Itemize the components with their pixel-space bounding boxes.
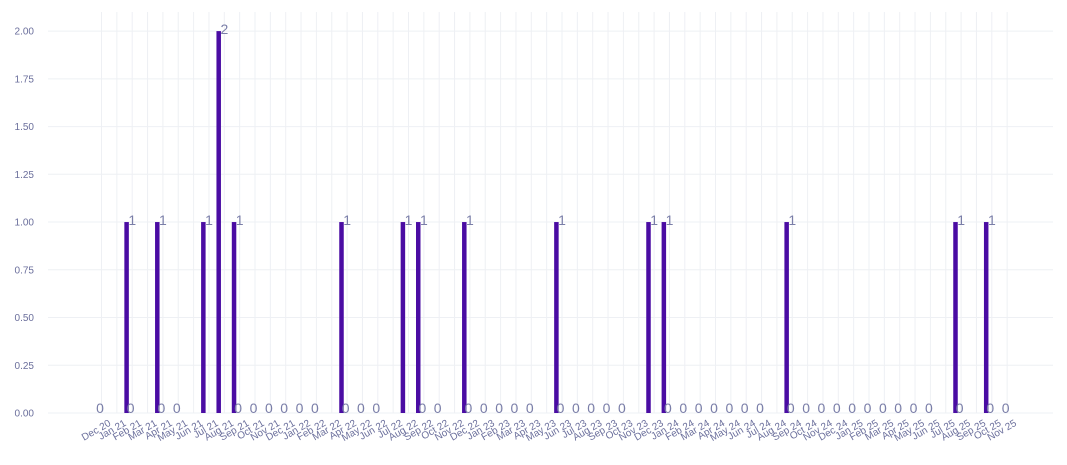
data-label: 0 — [664, 400, 672, 416]
data-label: 0 — [234, 400, 242, 416]
data-label: 1 — [159, 212, 167, 228]
data-label: 0 — [96, 400, 104, 416]
data-label: 0 — [587, 400, 595, 416]
data-label: 1 — [420, 212, 428, 228]
data-label: 1 — [128, 212, 136, 228]
bar — [216, 31, 221, 413]
data-label: 0 — [925, 400, 933, 416]
data-label: 0 — [296, 400, 304, 416]
grid-lines — [48, 12, 1053, 414]
y-tick-label: 0.00 — [15, 409, 35, 420]
data-label: 0 — [495, 400, 503, 416]
data-label: 0 — [679, 400, 687, 416]
bar — [416, 222, 421, 413]
data-label: 0 — [618, 400, 626, 416]
data-label: 0 — [158, 400, 166, 416]
bar — [462, 222, 467, 413]
data-label: 0 — [311, 400, 319, 416]
y-tick-label: 0.75 — [15, 265, 35, 276]
data-label: 0 — [342, 400, 350, 416]
data-label: 1 — [957, 212, 965, 228]
data-label: 2 — [220, 21, 228, 37]
data-label: 0 — [956, 400, 964, 416]
data-label: 0 — [173, 400, 181, 416]
data-label: 0 — [695, 400, 703, 416]
data-label: 0 — [357, 400, 365, 416]
data-label: 1 — [466, 212, 474, 228]
data-label: 0 — [434, 400, 442, 416]
bars — [124, 31, 989, 413]
data-label: 0 — [250, 400, 258, 416]
data-label: 0 — [848, 400, 856, 416]
bar — [661, 222, 667, 413]
data-label: 0 — [986, 400, 994, 416]
data-label: 0 — [265, 400, 273, 416]
y-tick-label: 0.50 — [15, 313, 35, 324]
data-label: 0 — [787, 400, 795, 416]
data-label: 0 — [910, 400, 918, 416]
data-label: 0 — [725, 400, 733, 416]
data-label: 0 — [372, 400, 380, 416]
data-label: 0 — [526, 400, 534, 416]
data-label: 0 — [127, 400, 135, 416]
data-label: 0 — [818, 400, 826, 416]
bar — [231, 222, 237, 413]
bar — [155, 222, 160, 413]
bar — [554, 222, 559, 413]
data-label: 1 — [558, 212, 566, 228]
data-label: 0 — [511, 400, 519, 416]
bar — [400, 222, 406, 413]
data-label: 0 — [894, 400, 902, 416]
data-label: 0 — [280, 400, 288, 416]
y-tick-label: 0.25 — [15, 361, 35, 372]
data-label: 0 — [802, 400, 810, 416]
bar — [784, 222, 789, 413]
y-axis-ticks: 0.00 0.25 0.50 0.75 1.00 1.25 1.50 1.75 2.00 — [15, 27, 35, 420]
data-label: 0 — [557, 400, 565, 416]
data-label: 1 — [205, 212, 213, 228]
data-label: 0 — [864, 400, 872, 416]
data-label: 0 — [710, 400, 718, 416]
data-label: 0 — [480, 400, 488, 416]
data-label: 0 — [741, 400, 749, 416]
y-tick-label: 1.50 — [15, 122, 35, 133]
bar — [646, 222, 651, 413]
data-label: 0 — [833, 400, 841, 416]
data-label: 1 — [343, 212, 351, 228]
bar — [953, 222, 958, 413]
data-label: 1 — [788, 212, 796, 228]
bar — [201, 222, 206, 413]
data-label: 0 — [465, 400, 473, 416]
data-label: 1 — [650, 212, 658, 228]
y-tick-label: 1.75 — [15, 74, 35, 85]
data-label: 0 — [1002, 400, 1010, 416]
data-label: 1 — [405, 212, 413, 228]
bar — [983, 222, 989, 413]
y-tick-label: 1.25 — [15, 170, 35, 181]
data-label: 0 — [879, 400, 887, 416]
y-tick-label: 2.00 — [15, 27, 35, 38]
y-tick-label: 1.00 — [15, 218, 35, 229]
data-label: 0 — [756, 400, 764, 416]
data-label: 1 — [988, 212, 996, 228]
data-label: 1 — [666, 212, 674, 228]
data-label: 0 — [572, 400, 580, 416]
data-label: 0 — [603, 400, 611, 416]
bar — [339, 222, 344, 413]
data-label: 0 — [418, 400, 426, 416]
bar — [124, 222, 129, 413]
data-label: 1 — [236, 212, 244, 228]
